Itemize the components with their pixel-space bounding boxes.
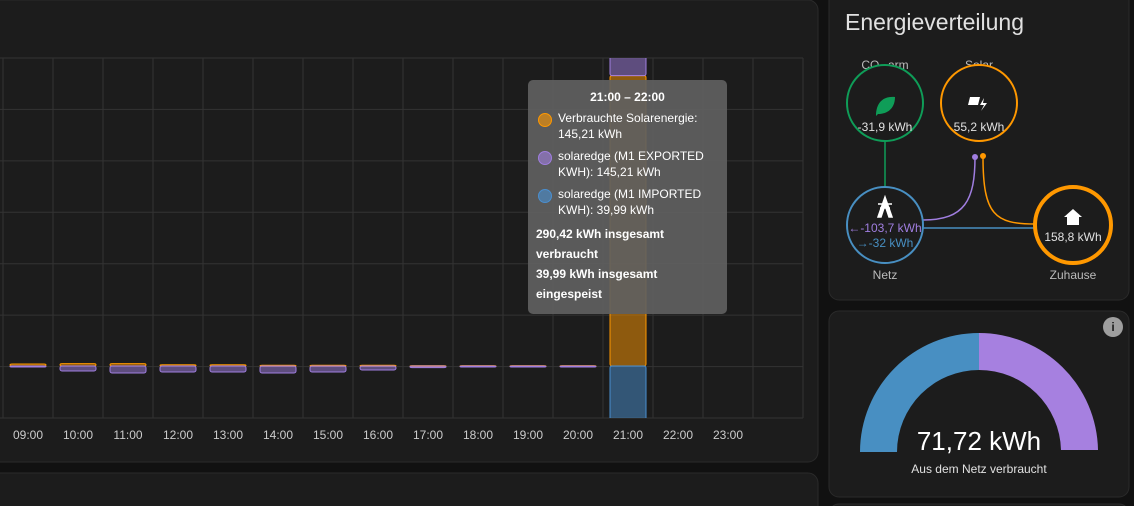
bar	[209, 365, 247, 373]
info-glyph: i	[1111, 320, 1114, 334]
legend-dot	[538, 189, 552, 203]
gauge-label: Aus dem Netz verbraucht	[911, 462, 1047, 476]
x-tick-label: 09:00	[13, 428, 43, 442]
x-tick-label: 20:00	[563, 428, 593, 442]
home-icon	[1064, 209, 1082, 225]
node-circle	[940, 64, 1018, 142]
node-circle	[846, 186, 924, 264]
x-tick-label: 11:00	[113, 428, 142, 442]
tooltip-text: Verbrauchte Solarenergie: 145,21 kWh	[558, 111, 698, 141]
flow-dot	[972, 154, 978, 160]
node-value: 55,2 kWh	[954, 120, 1005, 134]
info-icon[interactable]	[1103, 317, 1123, 337]
tooltip-text: solaredge (M1 IMPORTED KWH): 39,99 kWh	[558, 187, 702, 217]
gauge-card	[828, 310, 1130, 498]
node-value: -31,9 kWh	[858, 120, 913, 134]
x-tick-label: 14:00	[263, 428, 293, 442]
bar	[9, 365, 47, 368]
bar	[309, 365, 347, 373]
flow-line	[922, 156, 976, 221]
x-tick-label: 17:00	[413, 428, 443, 442]
node-value: ←-103,7 kWh	[848, 221, 921, 235]
bar	[609, 58, 647, 77]
flow-dot	[980, 153, 986, 159]
gauge-arc	[979, 333, 1098, 450]
bar	[159, 365, 197, 373]
bar	[459, 365, 497, 368]
gauge-arc	[860, 333, 979, 452]
tooltip-item: solaredge (M1 EXPORTED KWH): 145,21 kWh	[536, 148, 719, 180]
tooltip: 21:00 – 22:00 Verbrauchte Solarenergie: …	[528, 80, 727, 314]
bar	[409, 365, 447, 369]
tooltip-totals: 290,42 kWh insgesamt verbraucht 39,99 kWh…	[536, 224, 719, 304]
x-tick-label: 22:00	[663, 428, 693, 442]
node-label: Netz	[873, 268, 898, 282]
card-title: Energieverteilung	[845, 9, 1024, 35]
legend-dot	[538, 151, 552, 165]
tooltip-item: solaredge (M1 IMPORTED KWH): 39,99 kWh	[536, 186, 719, 218]
tooltip-item: Verbrauchte Solarenergie: 145,21 kWh	[536, 110, 719, 142]
tooltip-text: solaredge (M1 EXPORTED KWH): 145,21 kWh	[558, 149, 704, 179]
node-label: Zuhause	[1050, 268, 1097, 282]
x-tick-label: 21:00	[613, 428, 643, 442]
x-tick-label: 18:00	[463, 428, 493, 442]
x-tick-label: 15:00	[313, 428, 343, 442]
legend-dot	[538, 113, 552, 127]
x-tick-label: 12:00	[163, 428, 193, 442]
card	[0, 472, 819, 506]
x-tick-label: 23:00	[713, 428, 743, 442]
node-value: →-32 kWh	[857, 236, 914, 250]
solar-icon	[968, 97, 987, 111]
tooltip-title: 21:00 – 22:00	[590, 90, 665, 104]
gauge-value: 71,72 kWh	[917, 426, 1041, 456]
x-tick-label: 13:00	[213, 428, 243, 442]
bar	[259, 365, 297, 374]
bar	[509, 365, 547, 368]
bar	[359, 365, 397, 371]
tooltip-total: 39,99 kWh insgesamt eingespeist	[536, 267, 658, 301]
tooltip-total: 290,42 kWh insgesamt verbraucht	[536, 227, 665, 261]
node-value: 158,8 kWh	[1044, 230, 1101, 244]
x-tick-label: 19:00	[513, 428, 543, 442]
x-tick-label: 10:00	[63, 428, 93, 442]
x-tick-label: 16:00	[363, 428, 393, 442]
bar	[559, 365, 597, 368]
grid	[0, 57, 804, 419]
flow-line	[982, 156, 1036, 225]
bar	[609, 365, 647, 418]
x-axis: 09:00 10:00 11:00 12:00 13:00 14:00 15:00 16:00…	[13, 428, 743, 442]
leaf-icon	[876, 96, 895, 116]
grid-icon	[876, 194, 894, 218]
tooltip-items: Verbrauchte Solarenergie: 145,21 kWh sola…	[536, 110, 719, 218]
bar	[109, 365, 147, 374]
bar	[59, 365, 97, 372]
